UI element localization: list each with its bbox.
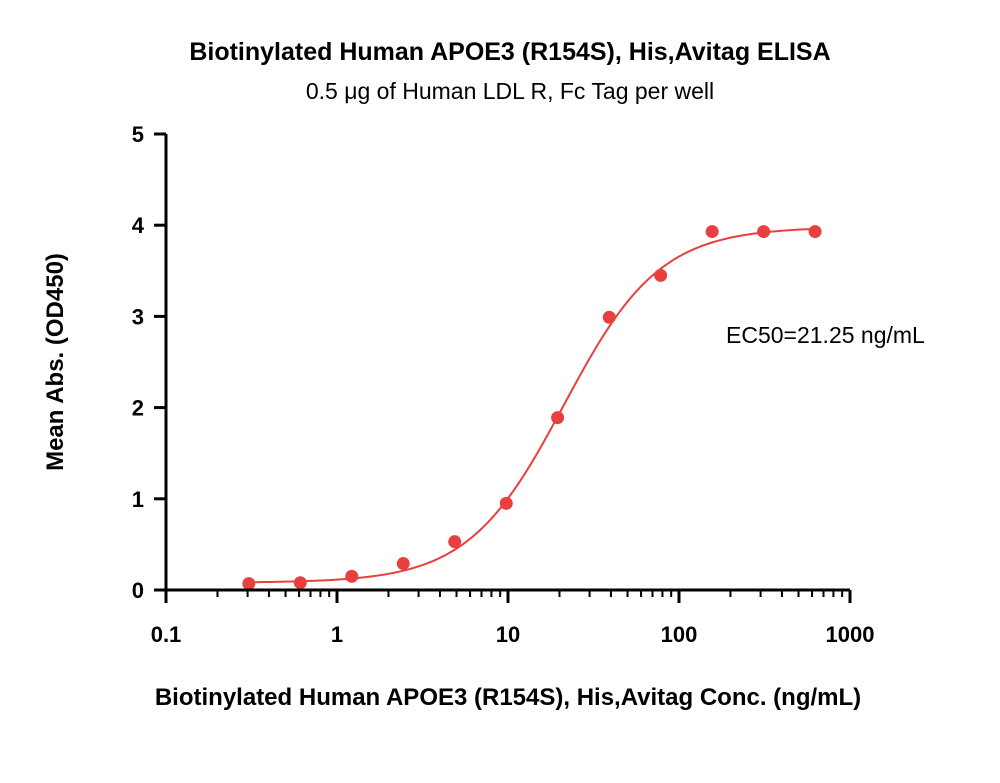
y-tick-label: 5 — [132, 122, 144, 147]
fit-curve-layer — [248, 227, 816, 584]
y-axis-label: Mean Abs. (OD450) — [42, 253, 69, 471]
data-point — [499, 496, 513, 510]
data-point — [757, 225, 771, 239]
x-tick-label: 0.1 — [151, 622, 182, 647]
x-axis-label: Biotinylated Human APOE3 (R154S), His,Av… — [155, 684, 861, 711]
data-point — [448, 535, 462, 549]
data-point — [293, 576, 307, 590]
data-point — [345, 569, 359, 583]
x-tick-label: 1000 — [826, 622, 875, 647]
x-axis-ticks: 0.1 1 10 100 1000 — [151, 590, 875, 647]
y-tick-label: 0 — [132, 578, 144, 603]
data-point — [808, 225, 822, 239]
data-point — [396, 557, 410, 571]
x-tick-label: 100 — [661, 622, 698, 647]
chart-subtitle: 0.5 μg of Human LDL R, Fc Tag per well — [306, 78, 714, 104]
y-tick-label: 2 — [132, 396, 144, 421]
data-point — [242, 577, 256, 591]
x-tick-label: 1 — [331, 622, 343, 647]
y-axis-ticks: 0 1 2 3 4 5 — [132, 122, 166, 603]
y-tick-label: 4 — [132, 213, 145, 238]
chart-title: Biotinylated Human APOE3 (R154S), His,Av… — [189, 38, 830, 66]
data-point — [705, 225, 719, 239]
data-point — [551, 411, 565, 425]
data-point — [602, 310, 616, 324]
y-tick-label: 3 — [132, 304, 144, 329]
ec50-annotation: EC50=21.25 ng/mL — [726, 322, 925, 348]
data-points-layer — [242, 225, 822, 591]
data-point — [654, 268, 668, 282]
y-tick-label: 1 — [132, 487, 144, 512]
fit-curve — [248, 227, 816, 584]
x-tick-label: 10 — [496, 622, 520, 647]
